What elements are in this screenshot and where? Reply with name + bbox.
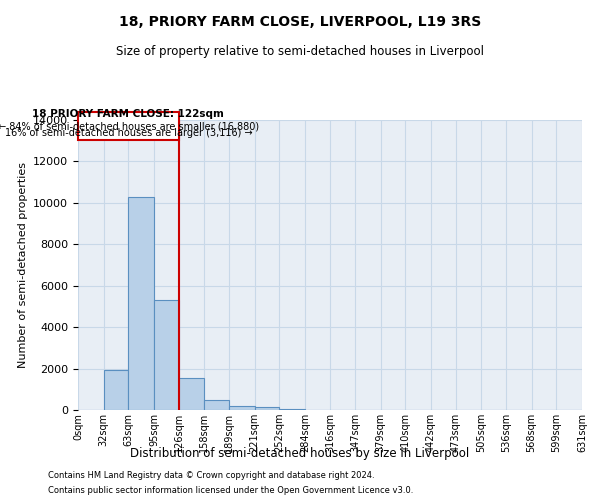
Bar xyxy=(128,196,154,410)
Bar xyxy=(204,400,229,410)
Y-axis label: Number of semi-detached properties: Number of semi-detached properties xyxy=(17,162,28,368)
Bar xyxy=(229,406,254,410)
Bar xyxy=(104,370,128,410)
Text: Contains public sector information licensed under the Open Government Licence v3: Contains public sector information licen… xyxy=(48,486,413,495)
Bar xyxy=(279,408,305,410)
Text: 18, PRIORY FARM CLOSE, LIVERPOOL, L19 3RS: 18, PRIORY FARM CLOSE, LIVERPOOL, L19 3R… xyxy=(119,15,481,29)
Bar xyxy=(254,407,279,410)
Text: 16% of semi-detached houses are larger (3,116) →: 16% of semi-detached houses are larger (… xyxy=(5,128,252,138)
Text: Size of property relative to semi-detached houses in Liverpool: Size of property relative to semi-detach… xyxy=(116,45,484,58)
Text: 18 PRIORY FARM CLOSE: 122sqm: 18 PRIORY FARM CLOSE: 122sqm xyxy=(32,109,224,119)
Bar xyxy=(78,112,179,140)
Text: Contains HM Land Registry data © Crown copyright and database right 2024.: Contains HM Land Registry data © Crown c… xyxy=(48,471,374,480)
Bar xyxy=(154,300,179,410)
Text: Distribution of semi-detached houses by size in Liverpool: Distribution of semi-detached houses by … xyxy=(130,448,470,460)
Bar xyxy=(179,378,204,410)
Text: ← 84% of semi-detached houses are smaller (16,880): ← 84% of semi-detached houses are smalle… xyxy=(0,121,259,131)
